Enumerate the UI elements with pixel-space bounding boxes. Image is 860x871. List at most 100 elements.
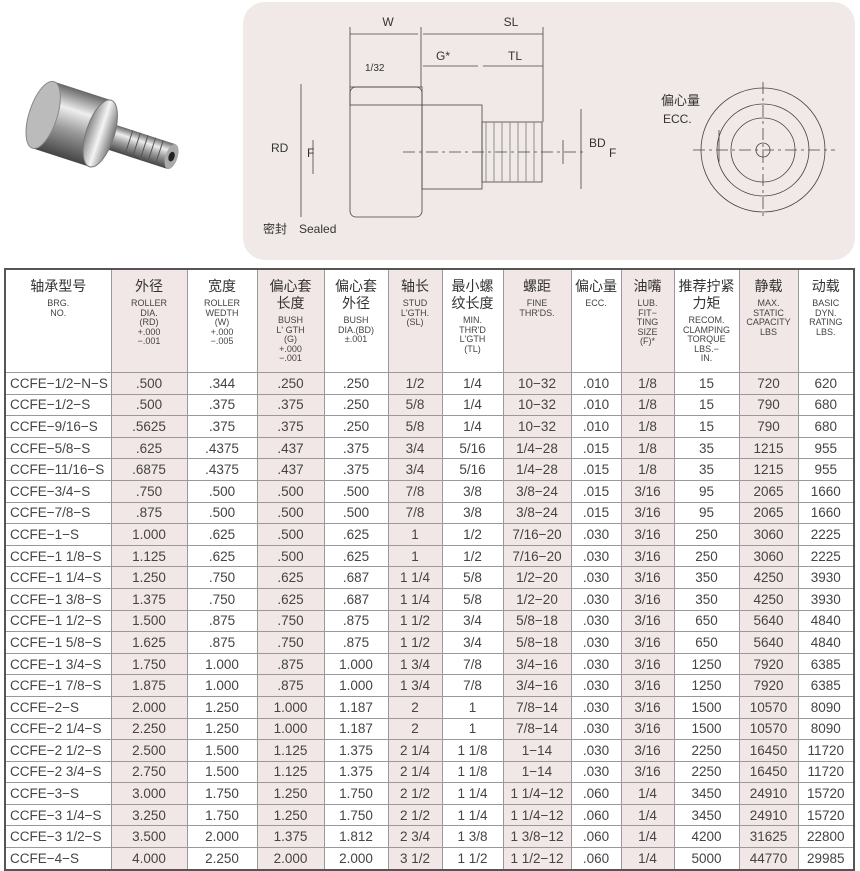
- value-cell: 3.250: [110, 803, 188, 827]
- value-cell: 1/4: [620, 847, 675, 871]
- value-cell: .875: [323, 631, 389, 654]
- model-cell: CCFE−1 1/2−S: [4, 609, 112, 633]
- value-cell: .250: [323, 372, 389, 395]
- value-cell: 790: [738, 415, 799, 438]
- value-cell: 1.750: [186, 803, 258, 827]
- header-zh: 偏心套 外径: [335, 278, 377, 311]
- value-cell: 1: [441, 695, 504, 719]
- value-cell: 15720: [797, 782, 855, 805]
- value-cell: .750: [186, 587, 258, 611]
- value-cell: 5/16: [441, 458, 504, 481]
- value-cell: 650: [673, 609, 740, 633]
- value-cell: .030: [570, 760, 622, 784]
- value-cell: 3930: [797, 566, 855, 589]
- value-cell: 1 1/2−12: [502, 847, 572, 871]
- value-cell: 1.750: [323, 803, 389, 827]
- table-row: CCFE−1 3/4−S 1.750 1.000.875 1.000 1 3/4 7/8 3…: [4, 652, 855, 676]
- value-cell: 1500: [673, 717, 740, 741]
- value-cell: 2.250: [186, 847, 258, 871]
- ecc-en-label: ECC.: [663, 112, 692, 126]
- column-header: 外径 ROLLER DIA. (RD) +.000 −.001: [110, 268, 188, 373]
- value-cell: 1 1/2: [387, 609, 443, 633]
- value-cell: 1/4: [620, 803, 675, 827]
- value-cell: 1/4: [441, 372, 504, 395]
- value-cell: 1.187: [323, 717, 389, 741]
- value-cell: 35: [673, 458, 740, 481]
- model-cell: CCFE−9/16−S: [4, 415, 112, 438]
- sealed-zh-label: 密封: [263, 221, 287, 236]
- header-en: BRG. NO.: [47, 298, 70, 318]
- column-header: 推荐拧紧 力矩 RECOM. CLAMPING TORQUE LBS.− IN.: [673, 268, 740, 373]
- table-row: CCFE−1 1/2−S 1.500.875.750.875 1 1/2 3/4 5/8…: [4, 609, 855, 633]
- value-cell: 1 1/8: [441, 760, 504, 784]
- value-cell: .375: [186, 393, 258, 417]
- value-cell: 1 1/4−12: [502, 803, 572, 827]
- value-cell: .015: [570, 501, 622, 525]
- value-cell: .500: [186, 501, 258, 525]
- value-cell: 2 3/4: [387, 825, 443, 849]
- value-cell: 1.500: [186, 739, 258, 762]
- value-cell: 7/8: [441, 674, 504, 697]
- value-cell: .030: [570, 739, 622, 762]
- table-row: CCFE−1 7/8−S 1.875 1.000.875 1.000 1 3/4 7/8 3…: [4, 674, 855, 697]
- table-row: CCFE−3/4−S .750.500.500.500 7/8 3/8 3/8−24.0…: [4, 479, 855, 503]
- value-cell: 2250: [673, 760, 740, 784]
- value-cell: 3/16: [620, 739, 675, 762]
- value-cell: 3060: [738, 544, 799, 568]
- value-cell: 5/8−18: [502, 609, 572, 633]
- column-header: 偏心套 外径 BUSH DIA.(BD) ±.001: [323, 268, 389, 373]
- value-cell: 3/4: [441, 631, 504, 654]
- value-cell: 24910: [738, 803, 799, 827]
- value-cell: 1/4: [620, 782, 675, 805]
- value-cell: .750: [256, 609, 325, 633]
- value-cell: 2.000: [186, 825, 258, 849]
- value-cell: 3/16: [620, 674, 675, 697]
- value-cell: 3/16: [620, 544, 675, 568]
- value-cell: .375: [256, 393, 325, 417]
- value-cell: 1: [441, 717, 504, 741]
- value-cell: 3.000: [110, 782, 188, 805]
- column-header: 静载 MAX. STATIC CAPACITY LBS: [738, 268, 799, 373]
- value-cell: 1/2: [387, 372, 443, 395]
- value-cell: 15720: [797, 803, 855, 827]
- value-cell: 5/16: [441, 436, 504, 460]
- value-cell: 620: [797, 372, 855, 395]
- value-cell: 1 3/4: [387, 652, 443, 676]
- column-header: 油嘴 LUB. FIT− TING SIZE (F)*: [620, 268, 675, 373]
- value-cell: 1/8: [620, 415, 675, 438]
- value-cell: 3/8: [441, 479, 504, 503]
- table-row: CCFE−1 1/4−S 1.250.750.625.687 1 1/4 5/8 1/2…: [4, 566, 855, 589]
- header-zh: 偏心套 长度: [269, 278, 312, 311]
- column-header: 螺距 FINE THR'DS.: [502, 268, 572, 373]
- table-row: CCFE−1 5/8−S 1.625.875.750.875 1 1/2 3/4 5/8…: [4, 631, 855, 654]
- value-cell: 1.000: [256, 717, 325, 741]
- value-cell: 3/16: [620, 760, 675, 784]
- value-cell: 1/2−20: [502, 587, 572, 611]
- value-cell: 7/8: [441, 652, 504, 676]
- value-cell: 1/2: [441, 544, 504, 568]
- column-header: 动载 BASIC DYN. RATING LBS.: [797, 268, 855, 373]
- value-cell: .625: [186, 523, 258, 546]
- value-cell: 2.250: [110, 717, 188, 741]
- value-cell: .875: [110, 501, 188, 525]
- value-cell: 2.000: [323, 847, 389, 871]
- value-cell: 1.125: [256, 760, 325, 784]
- value-cell: 1.187: [323, 695, 389, 719]
- value-cell: 3.500: [110, 825, 188, 849]
- value-cell: 1.375: [256, 825, 325, 849]
- value-cell: 3/16: [620, 523, 675, 546]
- value-cell: .437: [256, 458, 325, 481]
- table-row: CCFE−3−S 3.000 1.750 1.250 1.750 2 1/2 1 1/4 1 …: [4, 782, 855, 805]
- value-cell: 2.750: [110, 760, 188, 784]
- value-cell: 1660: [797, 501, 855, 525]
- model-cell: CCFE−1 1/8−S: [4, 544, 112, 568]
- column-header: 轴长 STUD L'GTH. (SL): [387, 268, 443, 373]
- model-cell: CCFE−2−S: [4, 695, 112, 719]
- value-cell: .344: [186, 372, 258, 395]
- table-row: CCFE−4−S 4.000 2.250 2.000 2.000 3 1/2 1 1/2 1 …: [4, 847, 855, 871]
- value-cell: 650: [673, 631, 740, 654]
- value-cell: 1/4−28: [502, 458, 572, 481]
- value-cell: 2.500: [110, 739, 188, 762]
- value-cell: 24910: [738, 782, 799, 805]
- value-cell: 1250: [673, 674, 740, 697]
